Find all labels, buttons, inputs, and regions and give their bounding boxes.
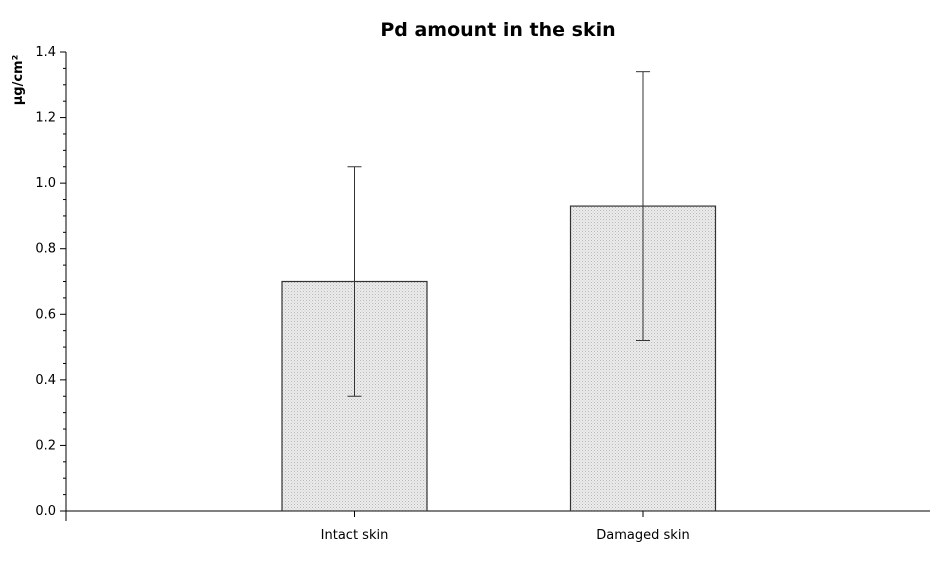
y-tick-label: 0.4 bbox=[35, 373, 56, 388]
y-axis-label: µg/cm² bbox=[11, 55, 26, 106]
y-tick-label: 0.8 bbox=[35, 242, 56, 257]
y-ticks: 0.0 0.2 0.4 0.6 0.8 1.0 1.2 1.4 bbox=[35, 45, 66, 519]
y-tick-label: 0.6 bbox=[35, 307, 56, 322]
y-tick-label: 0.2 bbox=[35, 438, 56, 453]
x-category-label: Damaged skin bbox=[596, 528, 689, 543]
bars bbox=[281, 205, 717, 512]
y-tick-label: 1.0 bbox=[35, 176, 56, 191]
category-labels: Intact skin Damaged skin bbox=[321, 511, 690, 543]
axes bbox=[65, 52, 930, 521]
x-category-label: Intact skin bbox=[321, 528, 389, 543]
y-tick-label: 0.0 bbox=[35, 504, 56, 519]
y-tick-label: 1.4 bbox=[35, 45, 56, 60]
y-tick-label: 1.2 bbox=[35, 111, 56, 126]
error-bars bbox=[347, 71, 650, 397]
chart-title: Pd amount in the skin bbox=[380, 19, 615, 41]
